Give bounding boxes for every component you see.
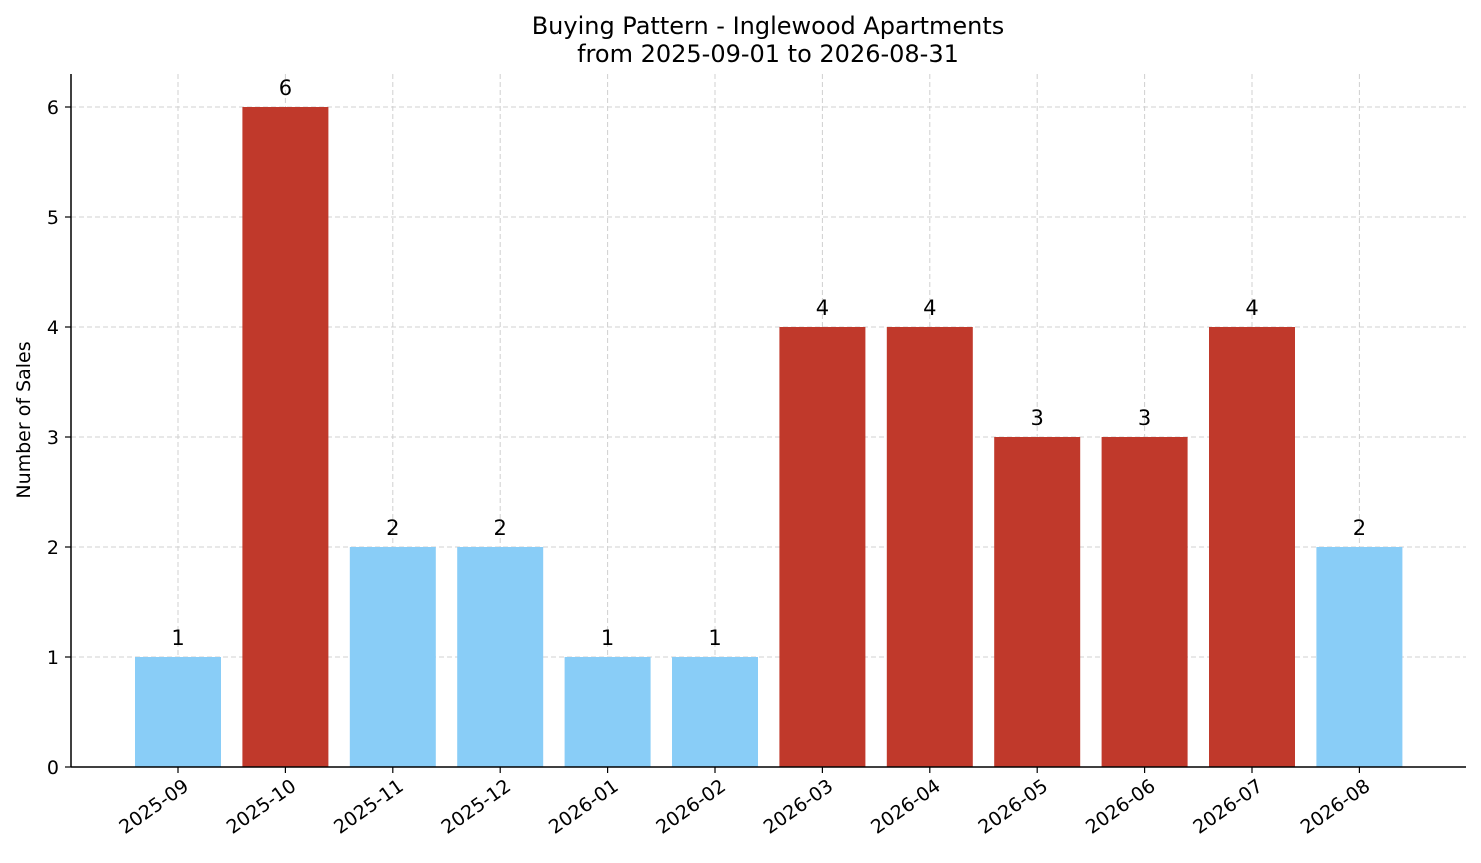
y-ticks: 0 1 2 3 4 5 6 <box>47 97 71 779</box>
x-tick-label-2026-06: 2026-06 <box>1082 775 1160 839</box>
y-tick-label: 5 <box>47 207 59 229</box>
bar-2026-04 <box>886 327 973 767</box>
x-tick-label-2026-07: 2026-07 <box>1189 775 1267 839</box>
y-tick-label: 3 <box>47 427 59 449</box>
bar-2025-11 <box>349 547 436 767</box>
x-tick-label-2025-10: 2025-10 <box>223 775 301 839</box>
bar-2026-06 <box>1101 437 1188 767</box>
data-label-2026-08: 2 <box>1353 516 1366 540</box>
chart-title: Buying Pattern - Inglewood Apartments <box>532 12 1005 40</box>
chart-subtitle: from 2025-09-01 to 2026-08-31 <box>577 40 959 68</box>
data-label-2025-12: 2 <box>494 516 507 540</box>
bar-2026-02 <box>672 657 758 767</box>
data-label-2026-04: 4 <box>923 296 936 320</box>
data-label-2026-02: 1 <box>708 626 721 650</box>
bar-2025-12 <box>457 547 544 767</box>
data-label-2025-10: 6 <box>279 76 292 100</box>
data-label-2026-05: 3 <box>1031 406 1044 430</box>
data-label-2026-07: 4 <box>1245 296 1258 320</box>
bar-2026-07 <box>1209 327 1295 767</box>
data-label-2026-01: 1 <box>601 626 614 650</box>
x-tick-label-2026-08: 2026-08 <box>1297 775 1375 839</box>
x-tick-label-2026-05: 2026-05 <box>974 775 1052 839</box>
x-tick-label-2025-12: 2025-12 <box>437 775 515 839</box>
data-label-2025-09: 1 <box>171 626 184 650</box>
x-ticks: 2025-09 2025-10 2025-11 2025-12 2026-01 2026-… <box>115 767 1374 839</box>
bar-2026-08 <box>1316 547 1403 767</box>
x-tick-label-2025-09: 2025-09 <box>115 775 193 839</box>
data-labels: 1 6 2 2 1 1 4 4 3 3 4 2 <box>171 76 1366 650</box>
x-tick-label-2026-02: 2026-02 <box>652 775 730 839</box>
x-tick-label-2025-11: 2025-11 <box>330 775 408 839</box>
x-tick-label-2026-04: 2026-04 <box>867 775 945 839</box>
axes <box>70 74 1466 768</box>
y-tick-label: 0 <box>47 757 59 779</box>
y-tick-label: 2 <box>47 537 59 559</box>
x-tick-label-2026-01: 2026-01 <box>545 775 623 839</box>
bar-2025-09 <box>135 657 221 767</box>
bar-2025-10 <box>242 107 329 767</box>
y-tick-label: 1 <box>47 647 59 669</box>
bar-2026-05 <box>994 437 1081 767</box>
data-label-2025-11: 2 <box>386 516 399 540</box>
bars <box>135 107 1403 767</box>
data-label-2026-06: 3 <box>1138 406 1151 430</box>
bar-2026-03 <box>779 327 866 767</box>
y-tick-label: 6 <box>47 97 59 119</box>
y-tick-label: 4 <box>47 317 59 339</box>
bar-2026-01 <box>564 657 651 767</box>
data-label-2026-03: 4 <box>816 296 829 320</box>
y-axis-label: Number of Sales <box>13 341 35 498</box>
x-tick-label-2026-03: 2026-03 <box>760 775 838 839</box>
